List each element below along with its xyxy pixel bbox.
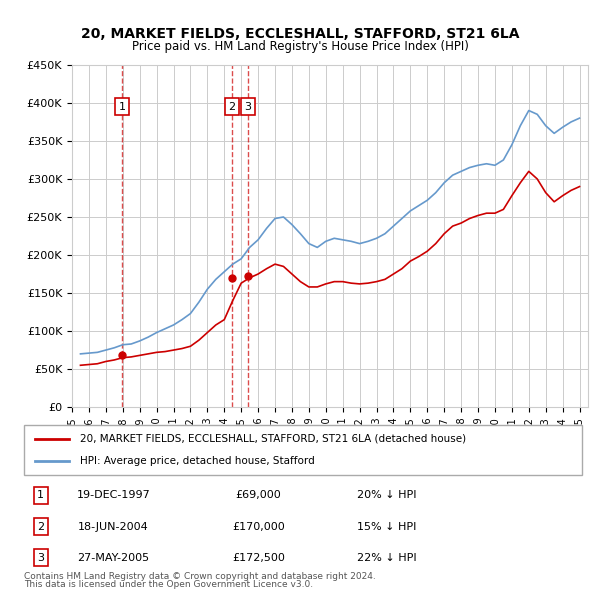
Text: 3: 3 — [245, 101, 251, 112]
Text: HPI: Average price, detached house, Stafford: HPI: Average price, detached house, Staf… — [80, 456, 314, 466]
Text: 20% ↓ HPI: 20% ↓ HPI — [357, 490, 416, 500]
Text: 22% ↓ HPI: 22% ↓ HPI — [357, 553, 416, 563]
Text: Contains HM Land Registry data © Crown copyright and database right 2024.: Contains HM Land Registry data © Crown c… — [24, 572, 376, 581]
Text: 2: 2 — [37, 522, 44, 532]
Text: This data is licensed under the Open Government Licence v3.0.: This data is licensed under the Open Gov… — [24, 580, 313, 589]
Text: 20, MARKET FIELDS, ECCLESHALL, STAFFORD, ST21 6LA (detached house): 20, MARKET FIELDS, ECCLESHALL, STAFFORD,… — [80, 434, 466, 444]
Text: 1: 1 — [37, 490, 44, 500]
Text: £172,500: £172,500 — [232, 553, 285, 563]
Text: 1: 1 — [119, 101, 125, 112]
Text: 2: 2 — [229, 101, 236, 112]
Text: 18-JUN-2004: 18-JUN-2004 — [78, 522, 149, 532]
Text: £170,000: £170,000 — [232, 522, 285, 532]
Text: 19-DEC-1997: 19-DEC-1997 — [76, 490, 150, 500]
Text: 27-MAY-2005: 27-MAY-2005 — [77, 553, 149, 563]
FancyBboxPatch shape — [24, 425, 582, 475]
Text: £69,000: £69,000 — [235, 490, 281, 500]
Text: 20, MARKET FIELDS, ECCLESHALL, STAFFORD, ST21 6LA: 20, MARKET FIELDS, ECCLESHALL, STAFFORD,… — [81, 27, 519, 41]
Text: Price paid vs. HM Land Registry's House Price Index (HPI): Price paid vs. HM Land Registry's House … — [131, 40, 469, 53]
Text: 15% ↓ HPI: 15% ↓ HPI — [357, 522, 416, 532]
Text: 3: 3 — [37, 553, 44, 563]
